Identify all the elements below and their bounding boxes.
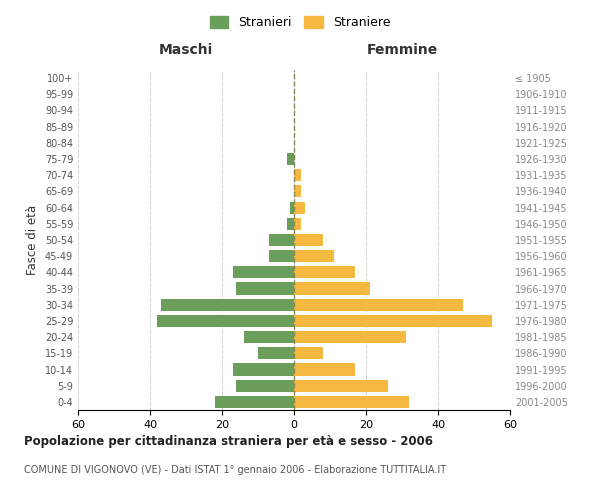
Bar bbox=[157, 315, 294, 327]
Bar bbox=[294, 266, 355, 278]
Legend: Stranieri, Straniere: Stranieri, Straniere bbox=[205, 11, 395, 34]
Text: Femmine: Femmine bbox=[367, 43, 437, 57]
Bar bbox=[294, 315, 492, 327]
Bar bbox=[294, 380, 388, 392]
Bar bbox=[287, 153, 294, 165]
Bar bbox=[236, 282, 294, 294]
Bar bbox=[287, 218, 294, 230]
Bar bbox=[236, 380, 294, 392]
Bar bbox=[294, 331, 406, 343]
Bar bbox=[233, 266, 294, 278]
Bar bbox=[244, 331, 294, 343]
Bar bbox=[294, 364, 355, 376]
Bar bbox=[294, 282, 370, 294]
Bar bbox=[294, 298, 463, 311]
Bar bbox=[215, 396, 294, 408]
Bar bbox=[294, 169, 301, 181]
Text: Maschi: Maschi bbox=[159, 43, 213, 57]
Bar bbox=[294, 250, 334, 262]
Bar bbox=[233, 364, 294, 376]
Bar bbox=[294, 234, 323, 246]
Y-axis label: Fasce di età: Fasce di età bbox=[26, 205, 39, 275]
Bar bbox=[294, 186, 301, 198]
Bar bbox=[258, 348, 294, 360]
Bar bbox=[294, 396, 409, 408]
Bar bbox=[269, 250, 294, 262]
Text: COMUNE DI VIGONOVO (VE) - Dati ISTAT 1° gennaio 2006 - Elaborazione TUTTITALIA.I: COMUNE DI VIGONOVO (VE) - Dati ISTAT 1° … bbox=[24, 465, 446, 475]
Bar bbox=[294, 218, 301, 230]
Bar bbox=[269, 234, 294, 246]
Bar bbox=[161, 298, 294, 311]
Text: Popolazione per cittadinanza straniera per età e sesso - 2006: Popolazione per cittadinanza straniera p… bbox=[24, 435, 433, 448]
Bar bbox=[290, 202, 294, 213]
Bar bbox=[294, 202, 305, 213]
Bar bbox=[294, 348, 323, 360]
